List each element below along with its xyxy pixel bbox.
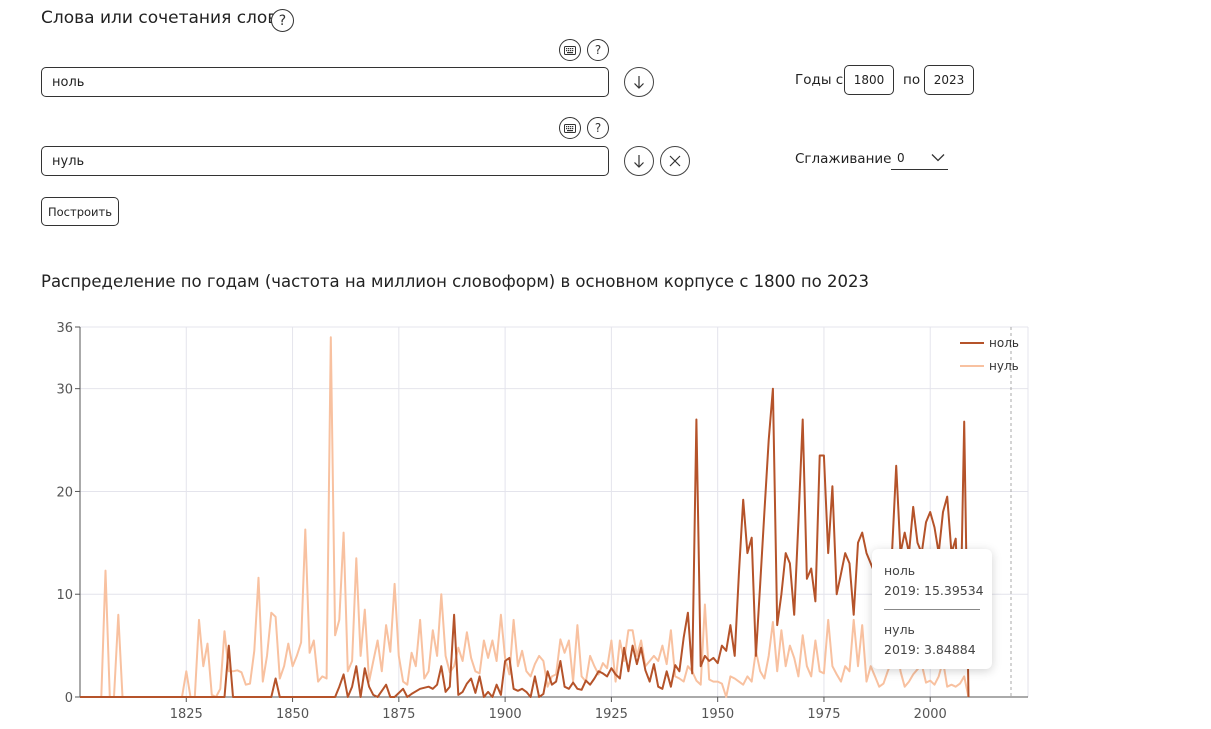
year-to-input[interactable] <box>924 65 974 95</box>
legend-label: ноль <box>989 336 1019 350</box>
arrow-down-glyph <box>634 155 644 168</box>
question-icon[interactable]: ? <box>587 39 609 61</box>
arrow-down-glyph <box>634 76 644 89</box>
year-from-input[interactable] <box>844 65 894 95</box>
y-tick-label: 36 <box>56 321 73 336</box>
help-glyph: ? <box>278 12 287 29</box>
help-icon[interactable]: ? <box>271 9 294 32</box>
x-tick-label: 1875 <box>382 707 415 722</box>
tooltip-separator <box>884 609 980 610</box>
x-tick-label: 1825 <box>170 707 203 722</box>
section-title-text: Слова или сочетания слов <box>41 8 278 28</box>
series-line-nol <box>80 387 970 698</box>
build-button[interactable]: Построить <box>41 197 119 226</box>
frequency-chart[interactable]: 0 10 20 30 36 1825 1850 1875 1900 1925 1950 1975 200… <box>0 300 1211 729</box>
query-input-2[interactable] <box>41 146 609 176</box>
smoothing-label: Сглаживание <box>795 151 892 167</box>
y-tick-label: 30 <box>56 383 73 398</box>
x-tick-label: 1925 <box>595 707 628 722</box>
tooltip-series2-value: 2019: 3.84884 <box>884 642 976 657</box>
help-glyph: ? <box>594 121 602 135</box>
build-button-label: Построить <box>48 204 112 219</box>
x-tick-label: 1950 <box>701 707 734 722</box>
series-line-nul <box>80 336 970 698</box>
y-tick-label: 20 <box>56 485 73 500</box>
x-tick-label: 1900 <box>489 707 522 722</box>
x-tick-label: 1975 <box>807 707 840 722</box>
close-icon[interactable] <box>660 146 690 176</box>
query-input-1[interactable] <box>41 67 609 97</box>
y-tick-label: 0 <box>65 691 73 706</box>
section-title: Слова или сочетания слов <box>41 8 277 28</box>
chart-tooltip: ноль 2019: 15.39534 нуль 2019: 3.84884 <box>872 549 992 669</box>
year-to-label: по <box>903 72 921 88</box>
x-tick-label: 1850 <box>276 707 309 722</box>
arrow-down-icon[interactable] <box>624 67 654 97</box>
keyboard-glyph <box>564 45 576 55</box>
smoothing-value: 0 <box>897 151 905 165</box>
y-tick-label: 10 <box>56 588 73 603</box>
arrow-down-icon[interactable] <box>624 146 654 176</box>
chart-title: Распределение по годам (частота на милли… <box>41 272 869 291</box>
tooltip-series1-value: 2019: 15.39534 <box>884 583 984 598</box>
legend-label: нуль <box>989 359 1019 373</box>
tooltip-series1-name: ноль <box>884 563 916 578</box>
years-label: Годы с <box>795 72 844 88</box>
question-icon[interactable]: ? <box>587 117 609 139</box>
tooltip-series2-name: нуль <box>884 622 915 637</box>
chevron-down-icon <box>931 154 945 162</box>
close-glyph <box>669 155 681 167</box>
keyboard-icon[interactable] <box>559 117 581 139</box>
help-glyph: ? <box>594 43 602 57</box>
smoothing-select[interactable]: 0 <box>891 148 948 170</box>
x-tick-label: 2000 <box>914 707 947 722</box>
keyboard-glyph <box>564 123 576 133</box>
keyboard-icon[interactable] <box>559 39 581 61</box>
